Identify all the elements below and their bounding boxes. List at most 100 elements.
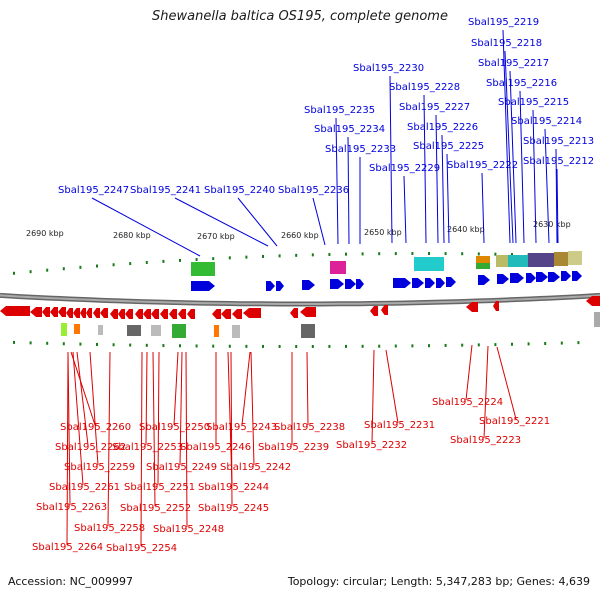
gene-labels: Sbal195_2247 Sbal195_2241 Sbal195_2240 Sbal… bbox=[32, 17, 594, 554]
minus-gene-label: Sbal195_2243 bbox=[206, 422, 277, 433]
scale-labels: 2690 kbp 2680 kbp 2670 kbp 2660 kbp 2650 kbp… bbox=[26, 220, 571, 241]
minus-gene-arrow bbox=[58, 307, 66, 317]
domain-box bbox=[496, 255, 510, 267]
plus-gene-leader bbox=[435, 114, 439, 244]
minus-gene-arrow bbox=[178, 309, 186, 319]
plus-gene-arrow bbox=[393, 278, 411, 288]
minus-gene-label: Sbal195_2250 bbox=[139, 422, 210, 433]
plus-gene-leader bbox=[509, 70, 517, 244]
plus-gene-label: Sbal195_2236 bbox=[278, 185, 349, 196]
minus-gene-arrow bbox=[86, 308, 92, 318]
minus-gene-label: Sbal195_2232 bbox=[336, 440, 407, 451]
minus-gene-leader bbox=[70, 351, 96, 426]
minus-gene-arrow bbox=[243, 308, 261, 318]
plus-gene-leader bbox=[237, 197, 278, 247]
plus-gene-leader bbox=[389, 75, 393, 244]
scale-label: 2670 kbp bbox=[197, 232, 235, 241]
minus-gene-leader bbox=[483, 345, 489, 439]
plus-gene-arrow bbox=[266, 281, 275, 291]
domain-box bbox=[414, 257, 444, 271]
domain-box bbox=[508, 255, 528, 267]
minus-gene-label: Sbal195_2248 bbox=[153, 524, 224, 535]
plus-gene-arrow bbox=[302, 280, 315, 290]
plus-gene-label: Sbal195_2233 bbox=[325, 144, 396, 155]
domain-box bbox=[594, 312, 600, 327]
minus-gene-label: Sbal195_2221 bbox=[479, 416, 550, 427]
plus-gene-leader bbox=[91, 197, 201, 257]
minus-gene-leader bbox=[152, 351, 156, 507]
plus-gene-label: Sbal195_2225 bbox=[413, 141, 484, 152]
minus-gene-arrow bbox=[50, 307, 58, 317]
domain-boxes bbox=[61, 251, 600, 338]
plus-gene-leader bbox=[544, 128, 550, 244]
plus-gene-label: Sbal195_2228 bbox=[389, 82, 460, 93]
minus-gene-label: Sbal195_2244 bbox=[198, 482, 269, 493]
plus-gene-label: Sbal195_2214 bbox=[511, 116, 582, 127]
domain-box bbox=[554, 252, 568, 266]
minus-gene-label: Sbal195_2245 bbox=[198, 503, 269, 514]
minus-gene-arrow bbox=[300, 307, 316, 317]
domain-box bbox=[98, 325, 103, 335]
minus-gene-leader bbox=[72, 351, 84, 486]
minus-gene-arrow bbox=[370, 306, 378, 316]
minus-gene-arrow bbox=[160, 309, 168, 319]
plus-gene-leader bbox=[555, 148, 558, 244]
plus-gene-arrow bbox=[548, 272, 560, 282]
domain-box bbox=[172, 324, 186, 338]
domain-box bbox=[330, 261, 346, 274]
plus-gene-label: Sbal195_2229 bbox=[369, 163, 440, 174]
plus-gene-leader bbox=[347, 136, 350, 245]
minus-gene-label: Sbal195_2223 bbox=[450, 435, 521, 446]
plus-gene-label: Sbal195_2230 bbox=[353, 63, 424, 74]
domain-box bbox=[528, 253, 554, 267]
domain-box bbox=[74, 324, 80, 334]
scale-label: 2650 kbp bbox=[364, 228, 402, 237]
minus-gene-label: Sbal195_2258 bbox=[74, 523, 145, 534]
plus-gene-leader bbox=[519, 90, 525, 244]
minus-gene-leader bbox=[179, 351, 183, 466]
plus-gene-label: Sbal195_2222 bbox=[447, 160, 518, 171]
plus-gene-label: Sbal195_2235 bbox=[304, 105, 375, 116]
minus-gene-arrow bbox=[290, 308, 298, 318]
minus-gene-arrow bbox=[232, 309, 242, 319]
minus-gene-leader bbox=[107, 351, 111, 527]
minus-gene-label: Sbal195_2239 bbox=[258, 442, 329, 453]
minus-gene-leader bbox=[89, 351, 99, 466]
plus-gene-leader bbox=[441, 134, 445, 244]
plus-gene-label: Sbal195_2215 bbox=[498, 97, 569, 108]
minus-gene-arrow bbox=[110, 309, 118, 319]
minus-gene-arrow bbox=[586, 296, 600, 306]
minus-gene-leader bbox=[185, 351, 188, 528]
scale-label: 2680 kbp bbox=[113, 231, 151, 240]
plus-gene-arrow bbox=[412, 278, 424, 288]
minus-gene-arrow bbox=[125, 309, 133, 319]
minus-gene-leader bbox=[66, 351, 69, 546]
plus-gene-leader bbox=[532, 109, 537, 244]
plus-gene-leader bbox=[481, 172, 485, 244]
minus-gene-arrow bbox=[212, 309, 221, 319]
minus-gene-leader bbox=[76, 351, 89, 446]
minus-gene-leader bbox=[496, 346, 517, 420]
minus-gene-label: Sbal195_2252 bbox=[120, 503, 191, 514]
minus-gene-label: Sbal195_2262 bbox=[55, 442, 126, 453]
scale-label: 2690 kbp bbox=[26, 229, 64, 238]
minus-gene-leader bbox=[157, 351, 160, 486]
plus-gene-leader bbox=[312, 197, 326, 246]
domain-box bbox=[301, 324, 315, 338]
minus-gene-leader bbox=[230, 351, 233, 507]
scale-label: 2660 kbp bbox=[281, 231, 319, 240]
plus-gene-arrow bbox=[425, 278, 435, 288]
minus-gene-label: Sbal195_2254 bbox=[106, 543, 177, 554]
plus-gene-leader bbox=[174, 197, 269, 247]
minus-gene-arrow bbox=[80, 308, 86, 318]
minus-gene-label: Sbal195_2246 bbox=[180, 442, 251, 453]
plus-gene-leader bbox=[423, 94, 427, 244]
plus-gene-arrow bbox=[330, 279, 344, 289]
minus-gene-arrow bbox=[221, 309, 231, 319]
minus-gene-arrow bbox=[73, 308, 80, 318]
plus-gene-label: Sbal195_2226 bbox=[407, 122, 478, 133]
minus-gene-label: Sbal195_2263 bbox=[36, 502, 107, 513]
minus-gene-arrow bbox=[466, 302, 478, 312]
domain-box bbox=[191, 262, 215, 276]
